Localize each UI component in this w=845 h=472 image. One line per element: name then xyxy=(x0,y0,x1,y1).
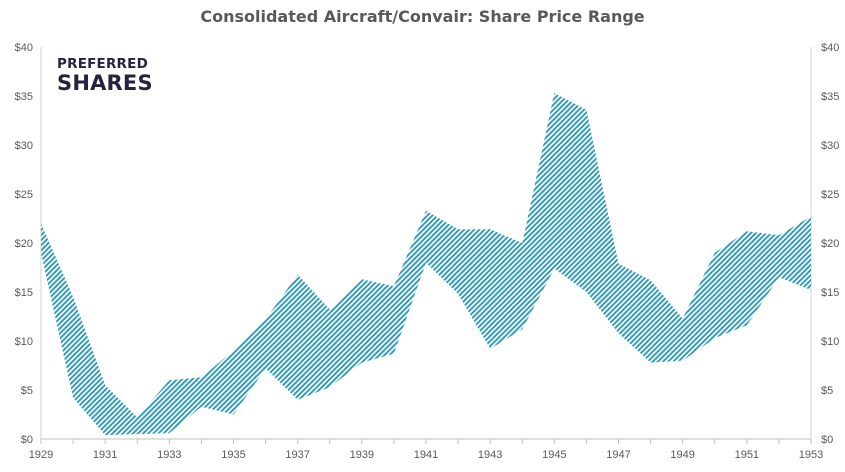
x-tick-label: 1945 xyxy=(542,449,566,461)
y-tick-label-right: $15 xyxy=(821,287,839,299)
y-tick-label-right: $40 xyxy=(821,42,839,54)
x-tick-label: 1951 xyxy=(735,449,759,461)
y-tick-label-right: $10 xyxy=(821,336,839,348)
y-tick-label-left: $30 xyxy=(15,140,33,152)
x-tick-label: 1933 xyxy=(157,449,181,461)
y-axis-left-labels: $0 $5 $10 $15 $20 $25 $30 $35 $40 xyxy=(15,42,33,446)
y-tick-label-left: $40 xyxy=(15,42,33,54)
y-tick-label-right: $20 xyxy=(821,238,839,250)
y-tick-label-left: $20 xyxy=(15,238,33,250)
y-tick-label-left: $25 xyxy=(15,189,33,201)
x-axis-labels: 1929 1931 1933 1935 1937 1939 1941 1943 1945 1947… xyxy=(29,449,823,461)
x-tick-label: 1931 xyxy=(93,449,117,461)
x-tick-label: 1947 xyxy=(606,449,630,461)
x-tick-label: 1929 xyxy=(29,449,53,461)
y-tick-label-right: $30 xyxy=(821,140,839,152)
x-tick-label: 1953 xyxy=(799,449,823,461)
y-axis-right-labels: $0 $5 $10 $15 $20 $25 $30 $35 $40 xyxy=(821,42,839,446)
price-range-band xyxy=(41,93,811,436)
x-tick-label: 1935 xyxy=(221,449,245,461)
chart-title: Consolidated Aircraft/Convair: Share Pri… xyxy=(200,7,645,26)
y-tick-label-right: $35 xyxy=(821,91,839,103)
logo-line-1: PREFERRED xyxy=(57,56,148,72)
y-tick-label-left: $5 xyxy=(21,385,33,397)
y-tick-label-right: $25 xyxy=(821,189,839,201)
y-tick-label-right: $5 xyxy=(821,385,833,397)
x-axis-ticks xyxy=(40,439,812,444)
y-tick-label-left: $15 xyxy=(15,287,33,299)
y-tick-label-left: $35 xyxy=(15,91,33,103)
x-tick-label: 1943 xyxy=(478,449,502,461)
y-tick-label-left: $0 xyxy=(21,434,33,446)
logo-line-2: SHARES xyxy=(57,70,153,95)
x-tick-label: 1939 xyxy=(350,449,374,461)
preferred-shares-logo: PREFERRED SHARES xyxy=(57,56,153,95)
x-tick-label: 1937 xyxy=(285,449,309,461)
x-tick-label: 1949 xyxy=(670,449,694,461)
y-tick-label-right: $0 xyxy=(821,434,833,446)
y-tick-label-left: $10 xyxy=(15,336,33,348)
x-tick-label: 1941 xyxy=(414,449,438,461)
